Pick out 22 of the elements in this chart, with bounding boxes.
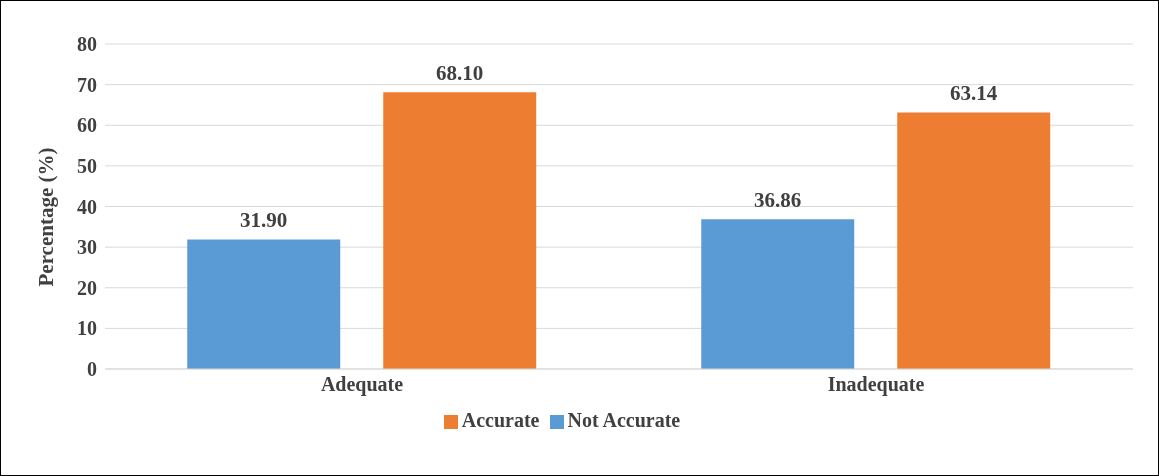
y-tick-label: 10: [77, 317, 97, 340]
y-tick-label: 50: [77, 154, 97, 177]
legend-label: Not Accurate: [567, 409, 681, 431]
bar: [897, 112, 1051, 369]
y-tick-label: 60: [77, 114, 97, 137]
y-tick-label: 0: [87, 358, 97, 381]
x-tick-label: Adequate: [320, 373, 404, 397]
y-tick-label: 80: [77, 33, 97, 56]
y-axis-title: Percentage (%): [34, 147, 59, 287]
y-tick-label: 30: [77, 236, 97, 259]
legend-label: Accurate: [461, 409, 540, 431]
data-label: 31.90: [240, 208, 288, 233]
y-tick-label: 20: [77, 276, 97, 299]
y-tick-label: 40: [77, 195, 97, 218]
bar: [383, 92, 537, 369]
y-tick-label: 70: [77, 73, 97, 96]
data-label: 36.86: [754, 188, 802, 213]
data-label: 63.14: [950, 81, 998, 106]
x-tick-label: Inadequate: [827, 373, 925, 397]
bar: [701, 219, 855, 369]
data-label: 68.10: [436, 61, 484, 86]
bar: [187, 239, 341, 369]
